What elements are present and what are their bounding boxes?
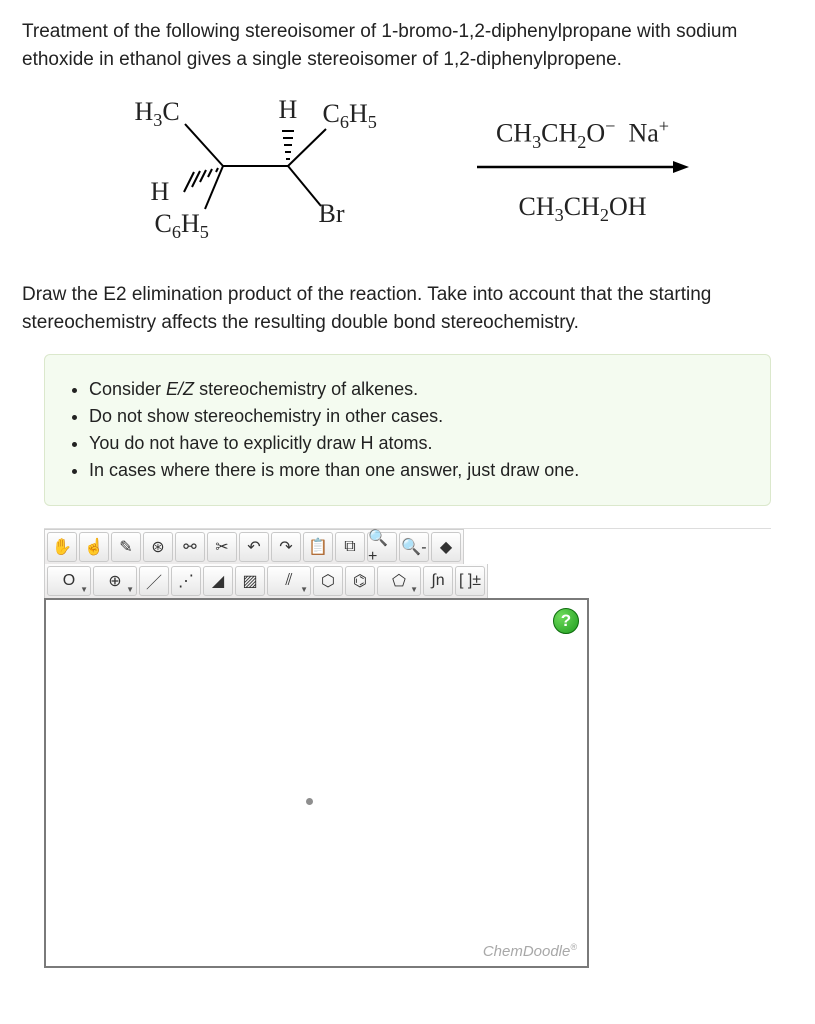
clip-icon[interactable]: ✂ [207,532,237,562]
chain-icon[interactable]: ∫n [423,566,453,596]
hint-item: In cases where there is more than one an… [89,460,748,481]
erase-icon[interactable]: ✎ [111,532,141,562]
lasso-icon[interactable]: ☝ [79,532,109,562]
cyclopentane-icon[interactable]: ⬠▼ [377,566,421,596]
wedge-bond-icon[interactable]: ◢ [203,566,233,596]
dropdown-caret-icon: ▼ [410,585,418,594]
label-br: Br [319,199,345,229]
reaction-arrow-icon [473,158,693,176]
canvas-center-dot-icon [306,798,313,805]
atom-o-icon[interactable]: O▼ [47,566,91,596]
clean-icon[interactable]: ⊛ [143,532,173,562]
hint-item: Do not show stereochemistry in other cas… [89,406,748,427]
toolbar-row-2: O▼⊕▼／⋰◢▨⫽▼⬡⌬⬠▼∫n[ ]± [44,564,488,598]
drawing-canvas[interactable]: ? ChemDoodle® [44,598,589,968]
dotted-bond-icon[interactable]: ⋰ [171,566,201,596]
reagent-top: CH3CH2O− Na+ [463,116,703,153]
benzene-icon[interactable]: ⌬ [345,566,375,596]
template-icon[interactable]: ⚯ [175,532,205,562]
hints-box: Consider E/Z stereochemistry of alkenes.… [44,354,771,506]
drawing-editor: ✋☝✎⊛⚯✂↶↷📋⧉🔍+🔍-◆ O▼⊕▼／⋰◢▨⫽▼⬡⌬⬠▼∫n[ ]± ? C… [44,528,771,968]
paste-icon[interactable]: 📋 [303,532,333,562]
question-intro: Treatment of the following stereoisomer … [22,18,793,73]
starting-material: H3C H C6H5 H C6H5 Br [113,91,393,251]
zoom-out-icon[interactable]: 🔍- [399,532,429,562]
charge-icon[interactable]: ⊕▼ [93,566,137,596]
dropdown-caret-icon: ▼ [80,585,88,594]
watermark: ChemDoodle® [483,942,577,960]
dropdown-caret-icon: ▼ [126,585,134,594]
hint-item: Consider E/Z stereochemistry of alkenes. [89,379,748,400]
toolbar-row-1: ✋☝✎⊛⚯✂↶↷📋⧉🔍+🔍-◆ [44,529,464,564]
double-bond-icon[interactable]: ⫽▼ [267,566,311,596]
dropdown-caret-icon: ▼ [300,585,308,594]
help-button[interactable]: ? [553,608,579,634]
reaction-scheme: H3C H C6H5 H C6H5 Br CH3CH2O− Na+ CH3CH2… [22,91,793,251]
hash-bond-icon[interactable]: ▨ [235,566,265,596]
question-prompt: Draw the E2 elimination product of the r… [22,281,793,336]
single-bond-icon[interactable]: ／ [139,566,169,596]
undo-icon[interactable]: ↶ [239,532,269,562]
bracket-icon[interactable]: [ ]± [455,566,485,596]
cyclohexane-icon[interactable]: ⬡ [313,566,343,596]
color-icon[interactable]: ◆ [431,532,461,562]
redo-icon[interactable]: ↷ [271,532,301,562]
copy-icon[interactable]: ⧉ [335,532,365,562]
zoom-in-icon[interactable]: 🔍+ [367,532,397,562]
reagent-bottom: CH3CH2OH [463,192,703,226]
hint-item: You do not have to explicitly draw H ato… [89,433,748,454]
hand-icon[interactable]: ✋ [47,532,77,562]
reagent-conditions: CH3CH2O− Na+ CH3CH2OH [463,114,703,229]
